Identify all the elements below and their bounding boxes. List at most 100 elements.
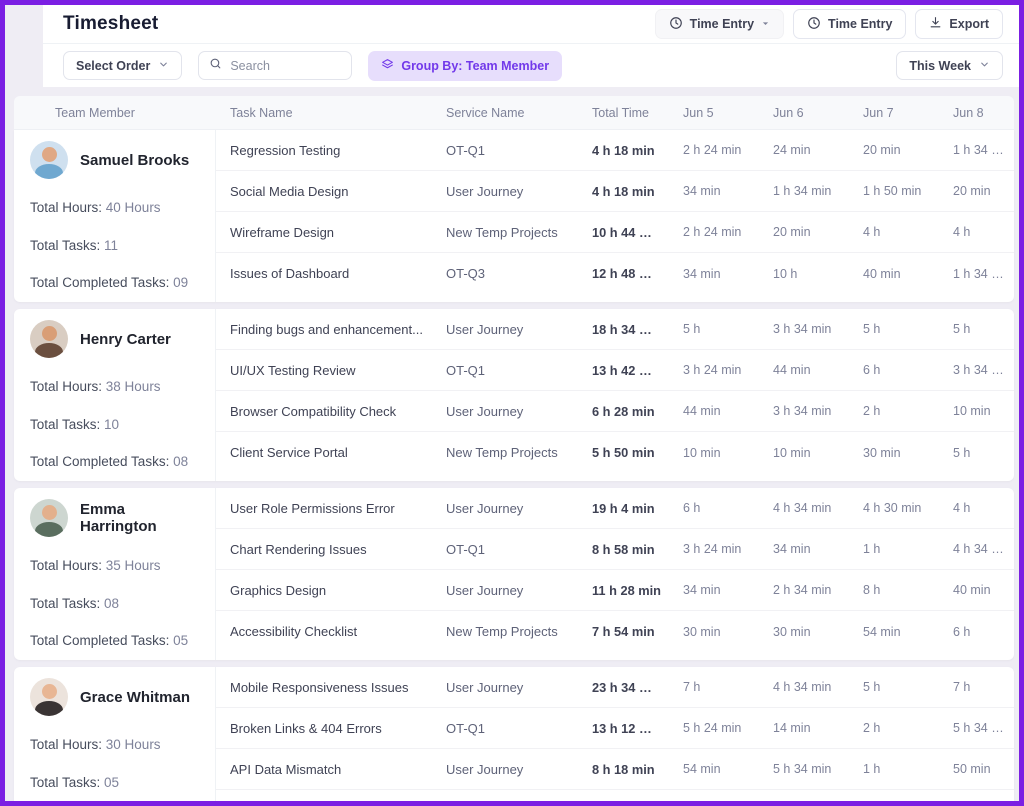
day-cell: 1 h 50 min bbox=[863, 184, 922, 198]
day-cell: 8 h bbox=[863, 583, 881, 597]
member-avatar bbox=[30, 678, 68, 716]
service-name-cell: User Journey bbox=[446, 500, 524, 516]
day-cell: 1 h 34 min bbox=[953, 266, 1012, 281]
member-stat: Total Tasks: 05 bbox=[30, 775, 201, 790]
day-cell: 54 min bbox=[683, 762, 721, 776]
stat-value: 05 bbox=[100, 774, 120, 790]
day-cell: 1 h 34 min bbox=[953, 143, 1012, 157]
task-row[interactable]: Regression Testing OT-Q1 4 h 18 min 2 h … bbox=[216, 130, 1014, 171]
day-cell: 3 h 34 min bbox=[773, 322, 832, 336]
member-stats: Total Hours: 35 Hours Total Tasks: 08 To… bbox=[30, 558, 201, 648]
task-row[interactable]: Accessibility Checklist New Temp Project… bbox=[216, 611, 1014, 652]
task-row[interactable]: Broken Links & 404 Errors OT-Q1 13 h 12 … bbox=[216, 708, 1014, 749]
clock-icon bbox=[807, 16, 821, 33]
task-row[interactable]: Client Service Portal New Temp Projects … bbox=[216, 432, 1014, 473]
task-name-cell: Mobile Responsiveness Issues bbox=[230, 679, 409, 695]
layers-icon bbox=[381, 58, 394, 74]
task-row[interactable]: User Role Permissions Error User Journey… bbox=[216, 488, 1014, 529]
member-panel: Henry Carter Total Hours: 38 Hours Total… bbox=[14, 309, 216, 481]
member-group: Emma Harrington Total Hours: 35 Hours To… bbox=[14, 488, 1014, 660]
task-name-cell: Finding bugs and enhancement... bbox=[230, 321, 423, 337]
day-cell: 44 min bbox=[683, 404, 721, 418]
timesheet-table: Team Member Task Name Service Name Total… bbox=[14, 96, 1014, 801]
task-name-cell: Client Service Portal bbox=[230, 445, 348, 460]
service-name-cell: User Journey bbox=[446, 183, 524, 199]
day-cell: 5 h bbox=[953, 445, 971, 460]
total-time-cell: 8 h 58 min bbox=[592, 541, 655, 557]
task-name-cell: API Data Mismatch bbox=[230, 761, 342, 777]
task-row[interactable]: Wireframe Design New Temp Projects 10 h … bbox=[216, 212, 1014, 253]
member-head: Samuel Brooks bbox=[30, 141, 201, 179]
search-icon bbox=[209, 57, 222, 75]
week-selector-dropdown[interactable]: This Week bbox=[896, 51, 1003, 80]
day-cell: 34 min bbox=[683, 266, 721, 281]
stat-label: Total Tasks: bbox=[30, 595, 101, 611]
service-name-cell: User Journey bbox=[446, 761, 524, 777]
total-time-cell: 18 h 34 min bbox=[592, 321, 662, 337]
service-name-cell: OT-Q1 bbox=[446, 720, 486, 736]
stat-value: 40 Hours bbox=[102, 200, 161, 215]
task-row[interactable]: Finding bugs and enhancement... User Jou… bbox=[216, 309, 1014, 350]
day-cell: 5 h bbox=[863, 322, 881, 336]
select-order-label: Select Order bbox=[76, 58, 151, 73]
stat-label: Total Hours: bbox=[30, 379, 103, 394]
time-entry-label: Time Entry bbox=[828, 17, 893, 31]
task-row[interactable]: Issues of Dashboard OT-Q3 12 h 48 min 34… bbox=[216, 253, 1014, 294]
time-entry-menu-label: Time Entry bbox=[689, 17, 755, 31]
task-rows: Finding bugs and enhancement... User Jou… bbox=[216, 309, 1014, 481]
chevron-down-icon bbox=[158, 59, 169, 73]
day-cell: 4 h 34 min bbox=[773, 680, 832, 694]
stat-label: Total Hours: bbox=[30, 737, 103, 752]
task-row[interactable]: Web Issues New Temp Projects 11 h 55 min… bbox=[216, 790, 1014, 801]
day-cell: 34 min bbox=[683, 583, 721, 597]
task-row[interactable]: Social Media Design User Journey 4 h 18 … bbox=[216, 171, 1014, 212]
task-row[interactable]: API Data Mismatch User Journey 8 h 18 mi… bbox=[216, 749, 1014, 790]
chevron-down-icon bbox=[979, 59, 990, 73]
member-head: Emma Harrington bbox=[30, 499, 201, 537]
search-input[interactable] bbox=[230, 58, 342, 73]
member-stats: Total Hours: 38 Hours Total Tasks: 10 To… bbox=[30, 379, 201, 469]
column-header-jun-5: Jun 5 bbox=[683, 105, 714, 120]
task-rows: User Role Permissions Error User Journey… bbox=[216, 488, 1014, 660]
total-time-cell: 8 h 18 min bbox=[592, 761, 655, 777]
service-name-cell: User Journey bbox=[446, 679, 524, 695]
day-cell: 5 h 34 min bbox=[953, 721, 1012, 735]
day-cell: 40 min bbox=[863, 266, 901, 281]
day-cell: 6 h bbox=[953, 624, 971, 639]
column-header-jun-7: Jun 7 bbox=[863, 105, 894, 120]
day-cell: 54 min bbox=[863, 624, 901, 639]
member-name: Samuel Brooks bbox=[80, 151, 190, 169]
stat-value: 10 bbox=[100, 416, 120, 432]
stat-value: 11 bbox=[100, 237, 119, 253]
day-cell: 14 min bbox=[773, 721, 811, 735]
export-button[interactable]: Export bbox=[915, 9, 1003, 39]
task-row[interactable]: Mobile Responsiveness Issues User Journe… bbox=[216, 667, 1014, 708]
day-cell: 50 min bbox=[953, 762, 991, 776]
time-entry-button[interactable]: Time Entry bbox=[793, 9, 907, 39]
task-row[interactable]: Graphics Design User Journey 11 h 28 min… bbox=[216, 570, 1014, 611]
select-order-dropdown[interactable]: Select Order bbox=[63, 51, 183, 80]
task-row[interactable]: Chart Rendering Issues OT-Q1 8 h 58 min … bbox=[216, 529, 1014, 570]
group-by-chip[interactable]: Group By: Team Member bbox=[368, 50, 563, 81]
day-cell: 10 min bbox=[953, 404, 991, 418]
member-stats: Total Hours: 30 Hours Total Tasks: 05 To… bbox=[30, 737, 201, 801]
day-cell: 2 h bbox=[863, 404, 881, 418]
time-entry-menu-button[interactable]: Time Entry bbox=[654, 9, 785, 39]
task-row[interactable]: UI/UX Testing Review OT-Q1 13 h 42 min 3… bbox=[216, 350, 1014, 391]
member-stat: Total Hours: 40 Hours bbox=[30, 200, 201, 215]
service-name-cell: User Journey bbox=[446, 582, 524, 598]
download-icon bbox=[929, 16, 942, 32]
header: Timesheet Time Entry Time Entry bbox=[43, 5, 1019, 87]
title-row: Timesheet Time Entry Time Entry bbox=[43, 5, 1019, 44]
day-cell: 10 min bbox=[683, 445, 721, 460]
caret-down-icon bbox=[761, 17, 770, 31]
task-name-cell: Browser Compatibility Check bbox=[230, 403, 397, 419]
filter-row: Select Order Group By: Team Member This bbox=[43, 44, 1019, 87]
day-cell: 4 h 34 min bbox=[773, 501, 832, 515]
task-row[interactable]: Browser Compatibility Check User Journey… bbox=[216, 391, 1014, 432]
task-name-cell: Wireframe Design bbox=[230, 224, 335, 240]
day-cell: 4 h bbox=[953, 501, 971, 515]
day-cell: 10 h bbox=[773, 266, 798, 281]
day-cell: 4 h 34 min bbox=[953, 542, 1012, 556]
day-cell: 4 h bbox=[863, 225, 881, 239]
